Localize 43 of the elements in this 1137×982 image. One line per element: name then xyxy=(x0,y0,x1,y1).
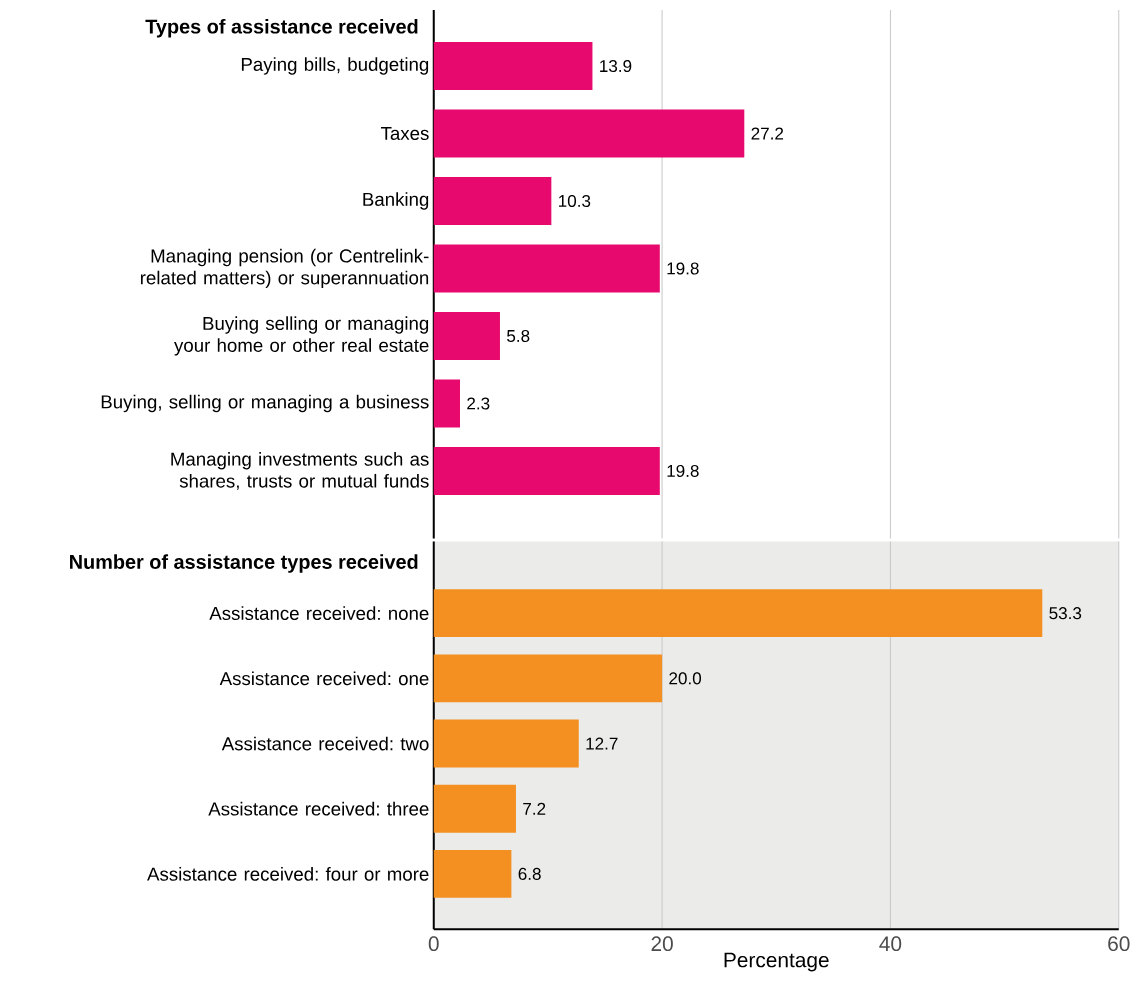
data-label: 5.8 xyxy=(507,329,530,342)
y-tick-label: Taxes xyxy=(380,126,429,140)
bar xyxy=(433,654,663,703)
y-tick-label: Banking xyxy=(363,192,429,210)
text: Number of assistance types received xyxy=(70,554,418,573)
bar xyxy=(433,589,1043,638)
y-tick-label: Buying, selling or managing a business xyxy=(101,394,429,413)
y-tick-label: Managing investments such as shares, trusts or mutual funds xyxy=(171,452,429,490)
y-tick-label: Assistance received: one xyxy=(219,671,429,686)
bar xyxy=(433,41,593,90)
data-label: 19.8 xyxy=(667,262,699,275)
data-label: 20.0 xyxy=(669,672,702,685)
chart-title: Types of assistance received xyxy=(145,18,418,38)
bar xyxy=(433,176,552,225)
data-label: 10.3 xyxy=(559,194,591,207)
bar xyxy=(433,784,516,833)
bar xyxy=(433,446,660,495)
y-tick-label: Assistance received: four or more xyxy=(147,866,429,881)
y-tick-label: Assistance received: three xyxy=(208,801,429,816)
bar xyxy=(433,379,461,428)
data-label: 13.9 xyxy=(600,59,632,72)
data-label: 27.2 xyxy=(751,127,784,140)
x-tick-label: 20 xyxy=(651,936,673,952)
y-tick-label: Assistance received: two xyxy=(221,736,429,751)
y-tick-label: Assistance received: none xyxy=(209,606,429,620)
data-label: 2.3 xyxy=(467,397,490,410)
data-label: 53.3 xyxy=(1049,607,1082,620)
bar xyxy=(433,244,660,293)
y-tick-label: Buying selling or managing your home or other real estate xyxy=(174,316,429,356)
bar xyxy=(433,109,745,158)
data-label: 6.8 xyxy=(518,867,541,880)
y-tick-label: Managing pension (or Centrelink-related matters) or superannuation xyxy=(140,248,429,289)
bar xyxy=(433,311,500,360)
y-tick-label: Paying bills, budgeting xyxy=(241,57,429,75)
bar xyxy=(433,719,579,768)
bar xyxy=(433,849,512,898)
data-label: 7.2 xyxy=(523,802,546,815)
data-label: 19.8 xyxy=(667,464,699,477)
x-tick-label: 40 xyxy=(879,936,902,952)
x-tick-label: 0 xyxy=(428,936,439,952)
x-axis-title: Percentage xyxy=(724,952,829,972)
x-tick-label: 60 xyxy=(1108,936,1130,952)
data-label: 12.7 xyxy=(586,737,618,750)
